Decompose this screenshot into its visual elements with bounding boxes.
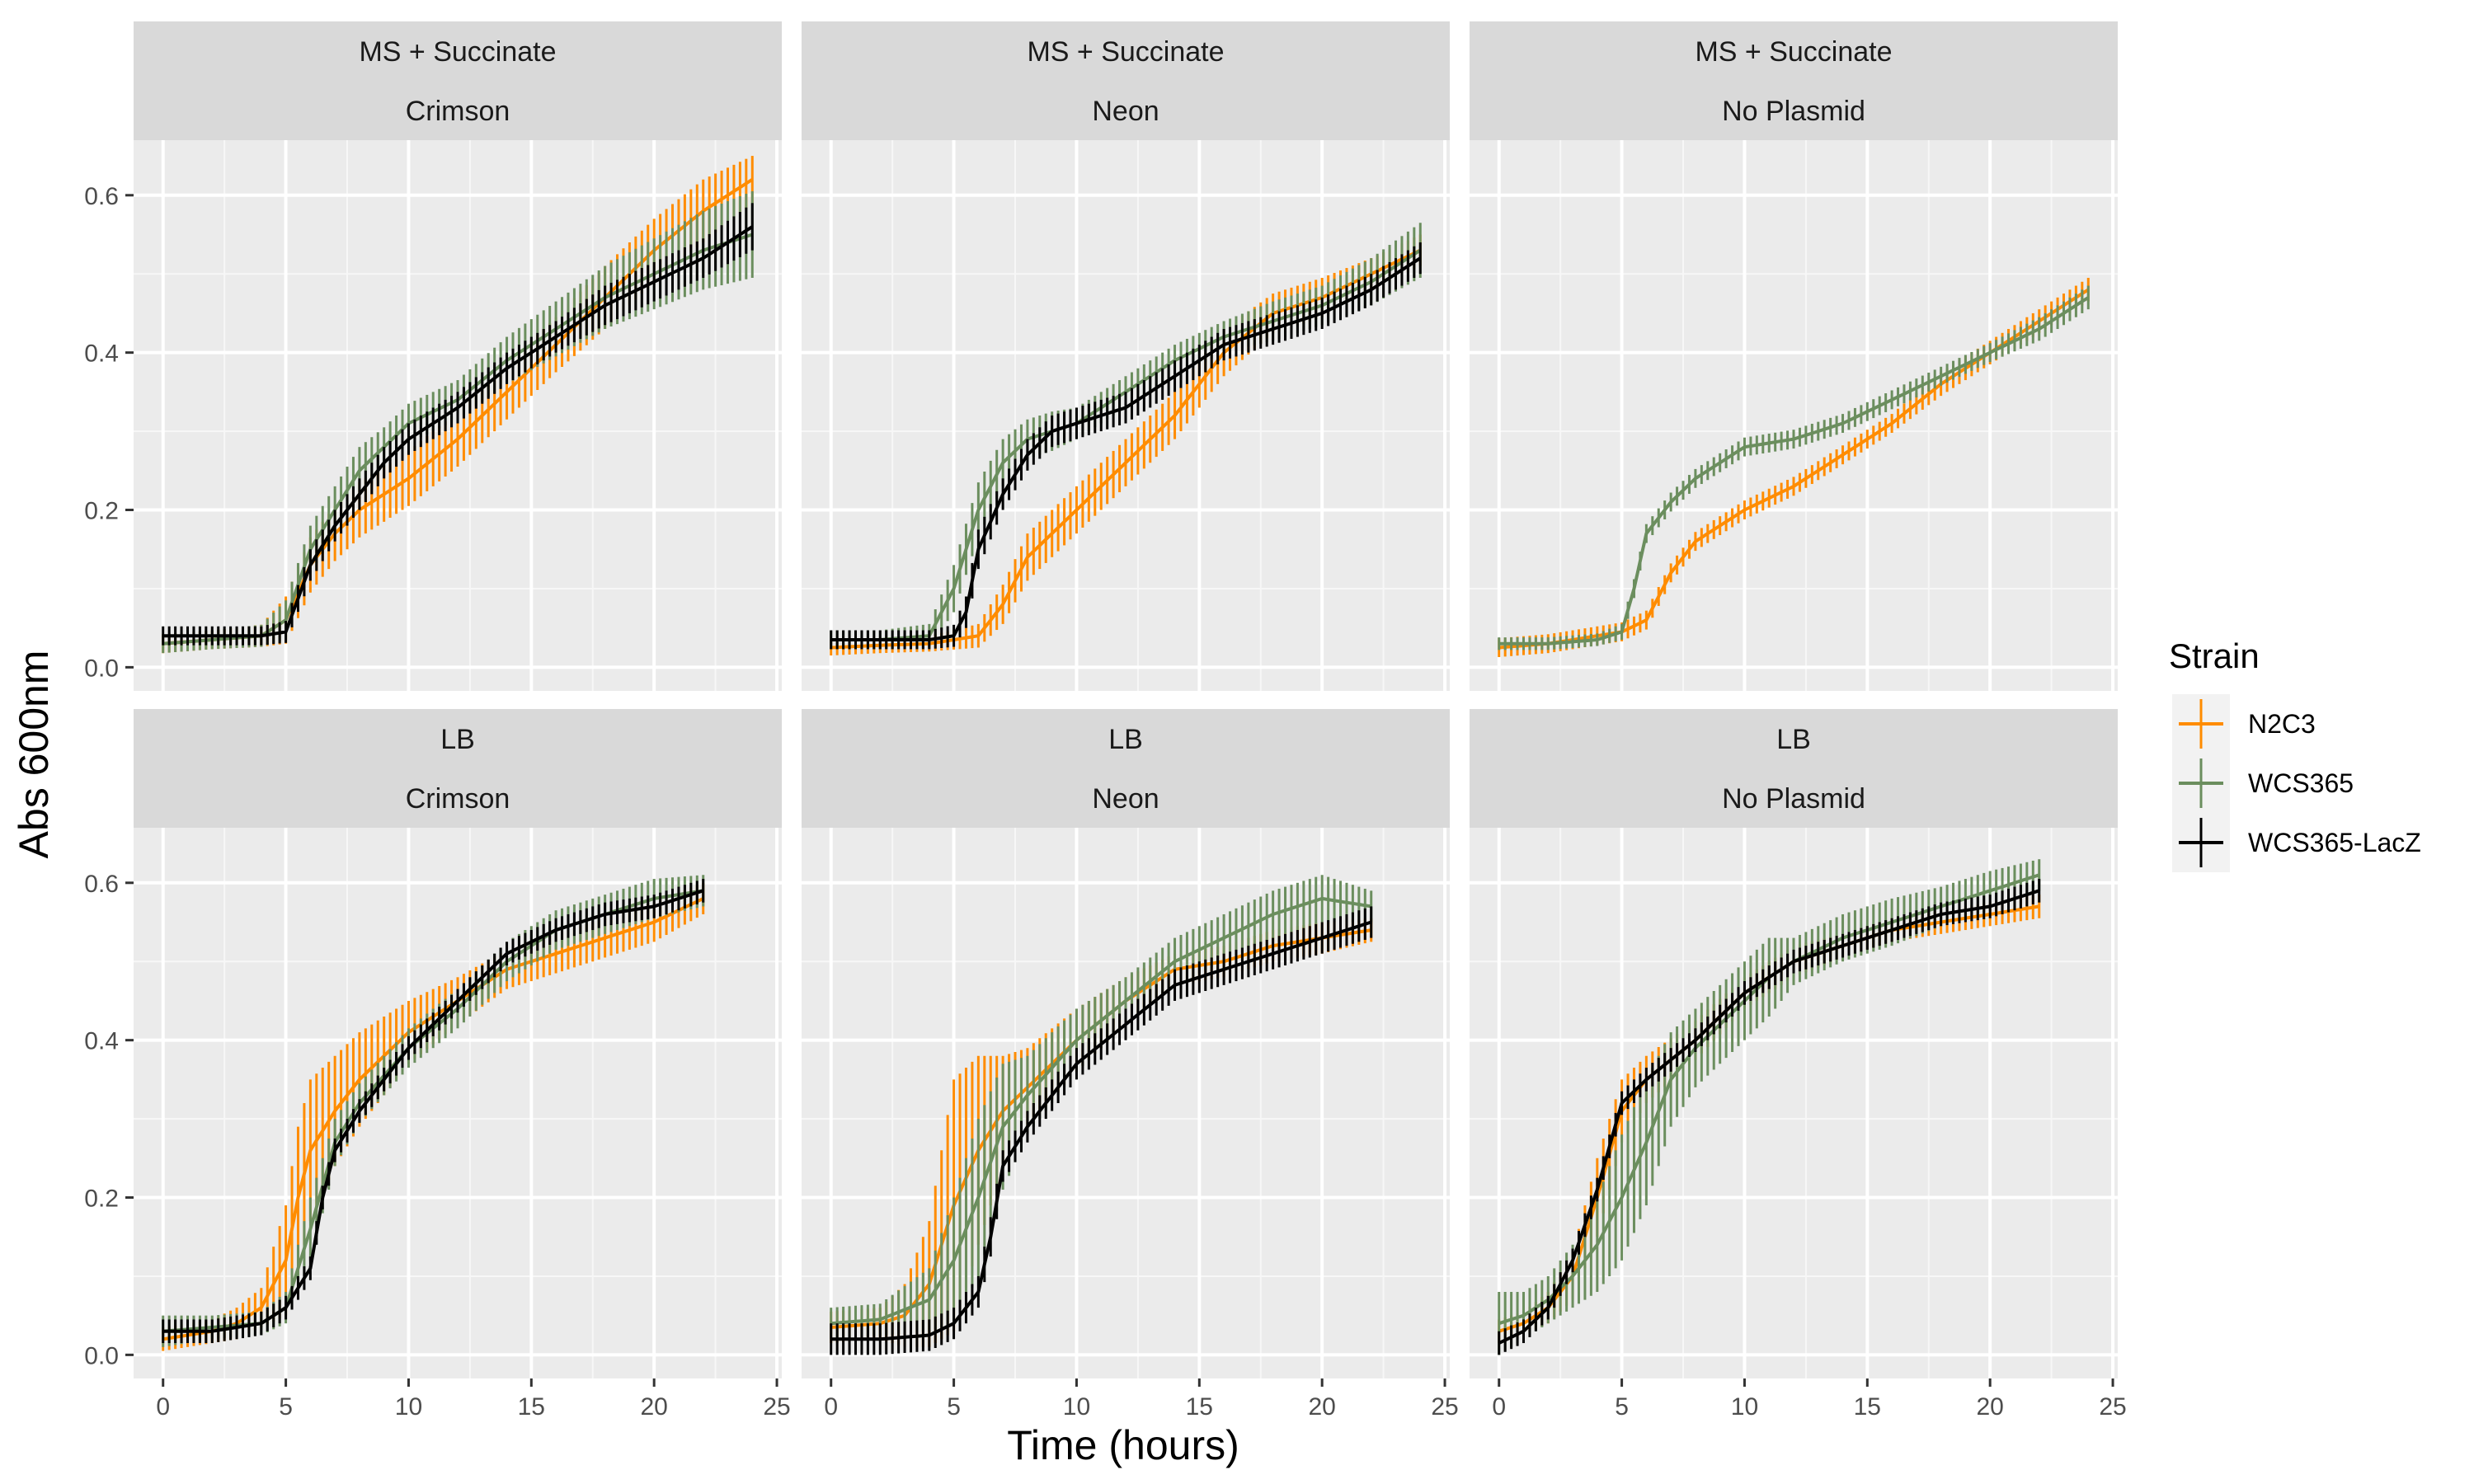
facet-strip-media-label: LB — [440, 724, 475, 755]
x-tick-label: 0 — [1492, 1393, 1506, 1421]
series-line — [830, 920, 1372, 1341]
y-tick-label: 0.6 — [84, 183, 119, 210]
facet-strip — [802, 709, 1450, 828]
y-tick-label: 0.0 — [84, 1342, 119, 1369]
y-tick-label: 0.6 — [84, 871, 119, 898]
facet-panel-ms-succinate-crimson: MS + Succinate Crimson — [134, 21, 782, 691]
facet-strip-plasmid-label: No Plasmid — [1722, 783, 1865, 815]
legend-label: WCS365 — [2248, 768, 2354, 798]
facet-strip — [1470, 709, 2118, 828]
facet-strip-plasmid-label: No Plasmid — [1722, 96, 1865, 127]
x-tick-label: 0 — [156, 1393, 170, 1421]
x-tick-label: 20 — [1976, 1393, 2003, 1421]
facet-strip-media-label: MS + Succinate — [359, 36, 556, 68]
y-axis-title: Abs 600nm — [11, 650, 57, 859]
facet-strip-media-label: LB — [1776, 724, 1811, 755]
facet-strip — [1470, 21, 2118, 140]
x-tick-label: 5 — [1615, 1393, 1629, 1421]
x-tick-label: 25 — [2099, 1393, 2126, 1421]
series-wcs365-lacz — [1498, 879, 2041, 1355]
facet-panel-ms-succinate-no-plasmid: MS + Succinate No Plasmid — [1470, 21, 2118, 691]
y-tick-label: 0.2 — [84, 498, 119, 525]
x-tick-label: 25 — [763, 1393, 790, 1421]
x-axes: 0 5 10 15 20 25 0 5 10 15 20 25 0 5 10 15 20 25 — [156, 1378, 2127, 1421]
series-wcs365 — [1498, 285, 2090, 650]
legend-item-wcs365-lacz: WCS365-LacZ — [2172, 813, 2421, 872]
series-line — [1498, 296, 2090, 646]
facet-strip-plasmid-label: Neon — [1092, 96, 1159, 127]
x-axis-title: Time (hours) — [1007, 1422, 1239, 1468]
x-tick-label: 10 — [1063, 1393, 1090, 1421]
series-line — [162, 225, 754, 638]
x-tick-label: 10 — [1731, 1393, 1758, 1421]
facet-strip-media-label: MS + Succinate — [1027, 36, 1224, 68]
series-line — [830, 256, 1422, 641]
x-tick-label: 0 — [824, 1393, 838, 1421]
x-tick-label: 15 — [1854, 1393, 1881, 1421]
legend-item-n2c3: N2C3 — [2172, 694, 2316, 754]
legend-label: N2C3 — [2248, 709, 2316, 739]
legend-label: WCS365-LacZ — [2248, 828, 2421, 857]
x-tick-label: 25 — [1431, 1393, 1458, 1421]
x-tick-label: 5 — [279, 1393, 293, 1421]
facet-strip — [134, 21, 782, 140]
legend-title: Strain — [2169, 636, 2260, 675]
x-tick-label: 5 — [947, 1393, 961, 1421]
series-line — [1498, 889, 2040, 1345]
x-tick-label: 20 — [640, 1393, 667, 1421]
series-line — [830, 896, 1372, 1326]
x-tick-label: 10 — [395, 1393, 422, 1421]
facet-panel-lb-neon: LB Neon — [802, 709, 1450, 1378]
facet-strip-plasmid-label: Crimson — [406, 96, 510, 127]
legend-item-wcs365: WCS365 — [2172, 754, 2354, 813]
facet-strip — [802, 21, 1450, 140]
y-tick-label: 0.2 — [84, 1186, 119, 1213]
facet-panel-ms-succinate-neon: MS + Succinate Neon — [802, 21, 1450, 691]
y-axes: 0.0 0.2 0.4 0.6 0.0 0.2 0.4 0.6 — [84, 183, 134, 1369]
y-tick-label: 0.4 — [84, 340, 119, 368]
series-wcs365-lacz — [830, 242, 1422, 650]
series-line — [162, 889, 704, 1333]
series-wcs365-lacz — [162, 203, 754, 646]
panel-background — [1470, 140, 2118, 691]
y-tick-label: 0.4 — [84, 1028, 119, 1055]
x-tick-label: 15 — [518, 1393, 545, 1421]
x-tick-label: 15 — [1186, 1393, 1213, 1421]
x-tick-label: 20 — [1308, 1393, 1335, 1421]
facet-panel-lb-no-plasmid: LB No Plasmid — [1470, 709, 2118, 1378]
y-tick-label: 0.0 — [84, 655, 119, 682]
series-wcs365-lacz — [830, 906, 1373, 1355]
series-wcs365-lacz — [162, 879, 705, 1344]
facet-strip-media-label: LB — [1108, 724, 1143, 755]
facet-strip-plasmid-label: Neon — [1092, 783, 1159, 815]
legend: Strain N2C3 WCS365 WCS365-LacZ — [2169, 636, 2421, 872]
facet-panel-lb-crimson: LB Crimson — [134, 709, 782, 1378]
facet-strip — [134, 709, 782, 828]
facet-strip-plasmid-label: Crimson — [406, 783, 510, 815]
facet-strip-media-label: MS + Succinate — [1695, 36, 1892, 68]
